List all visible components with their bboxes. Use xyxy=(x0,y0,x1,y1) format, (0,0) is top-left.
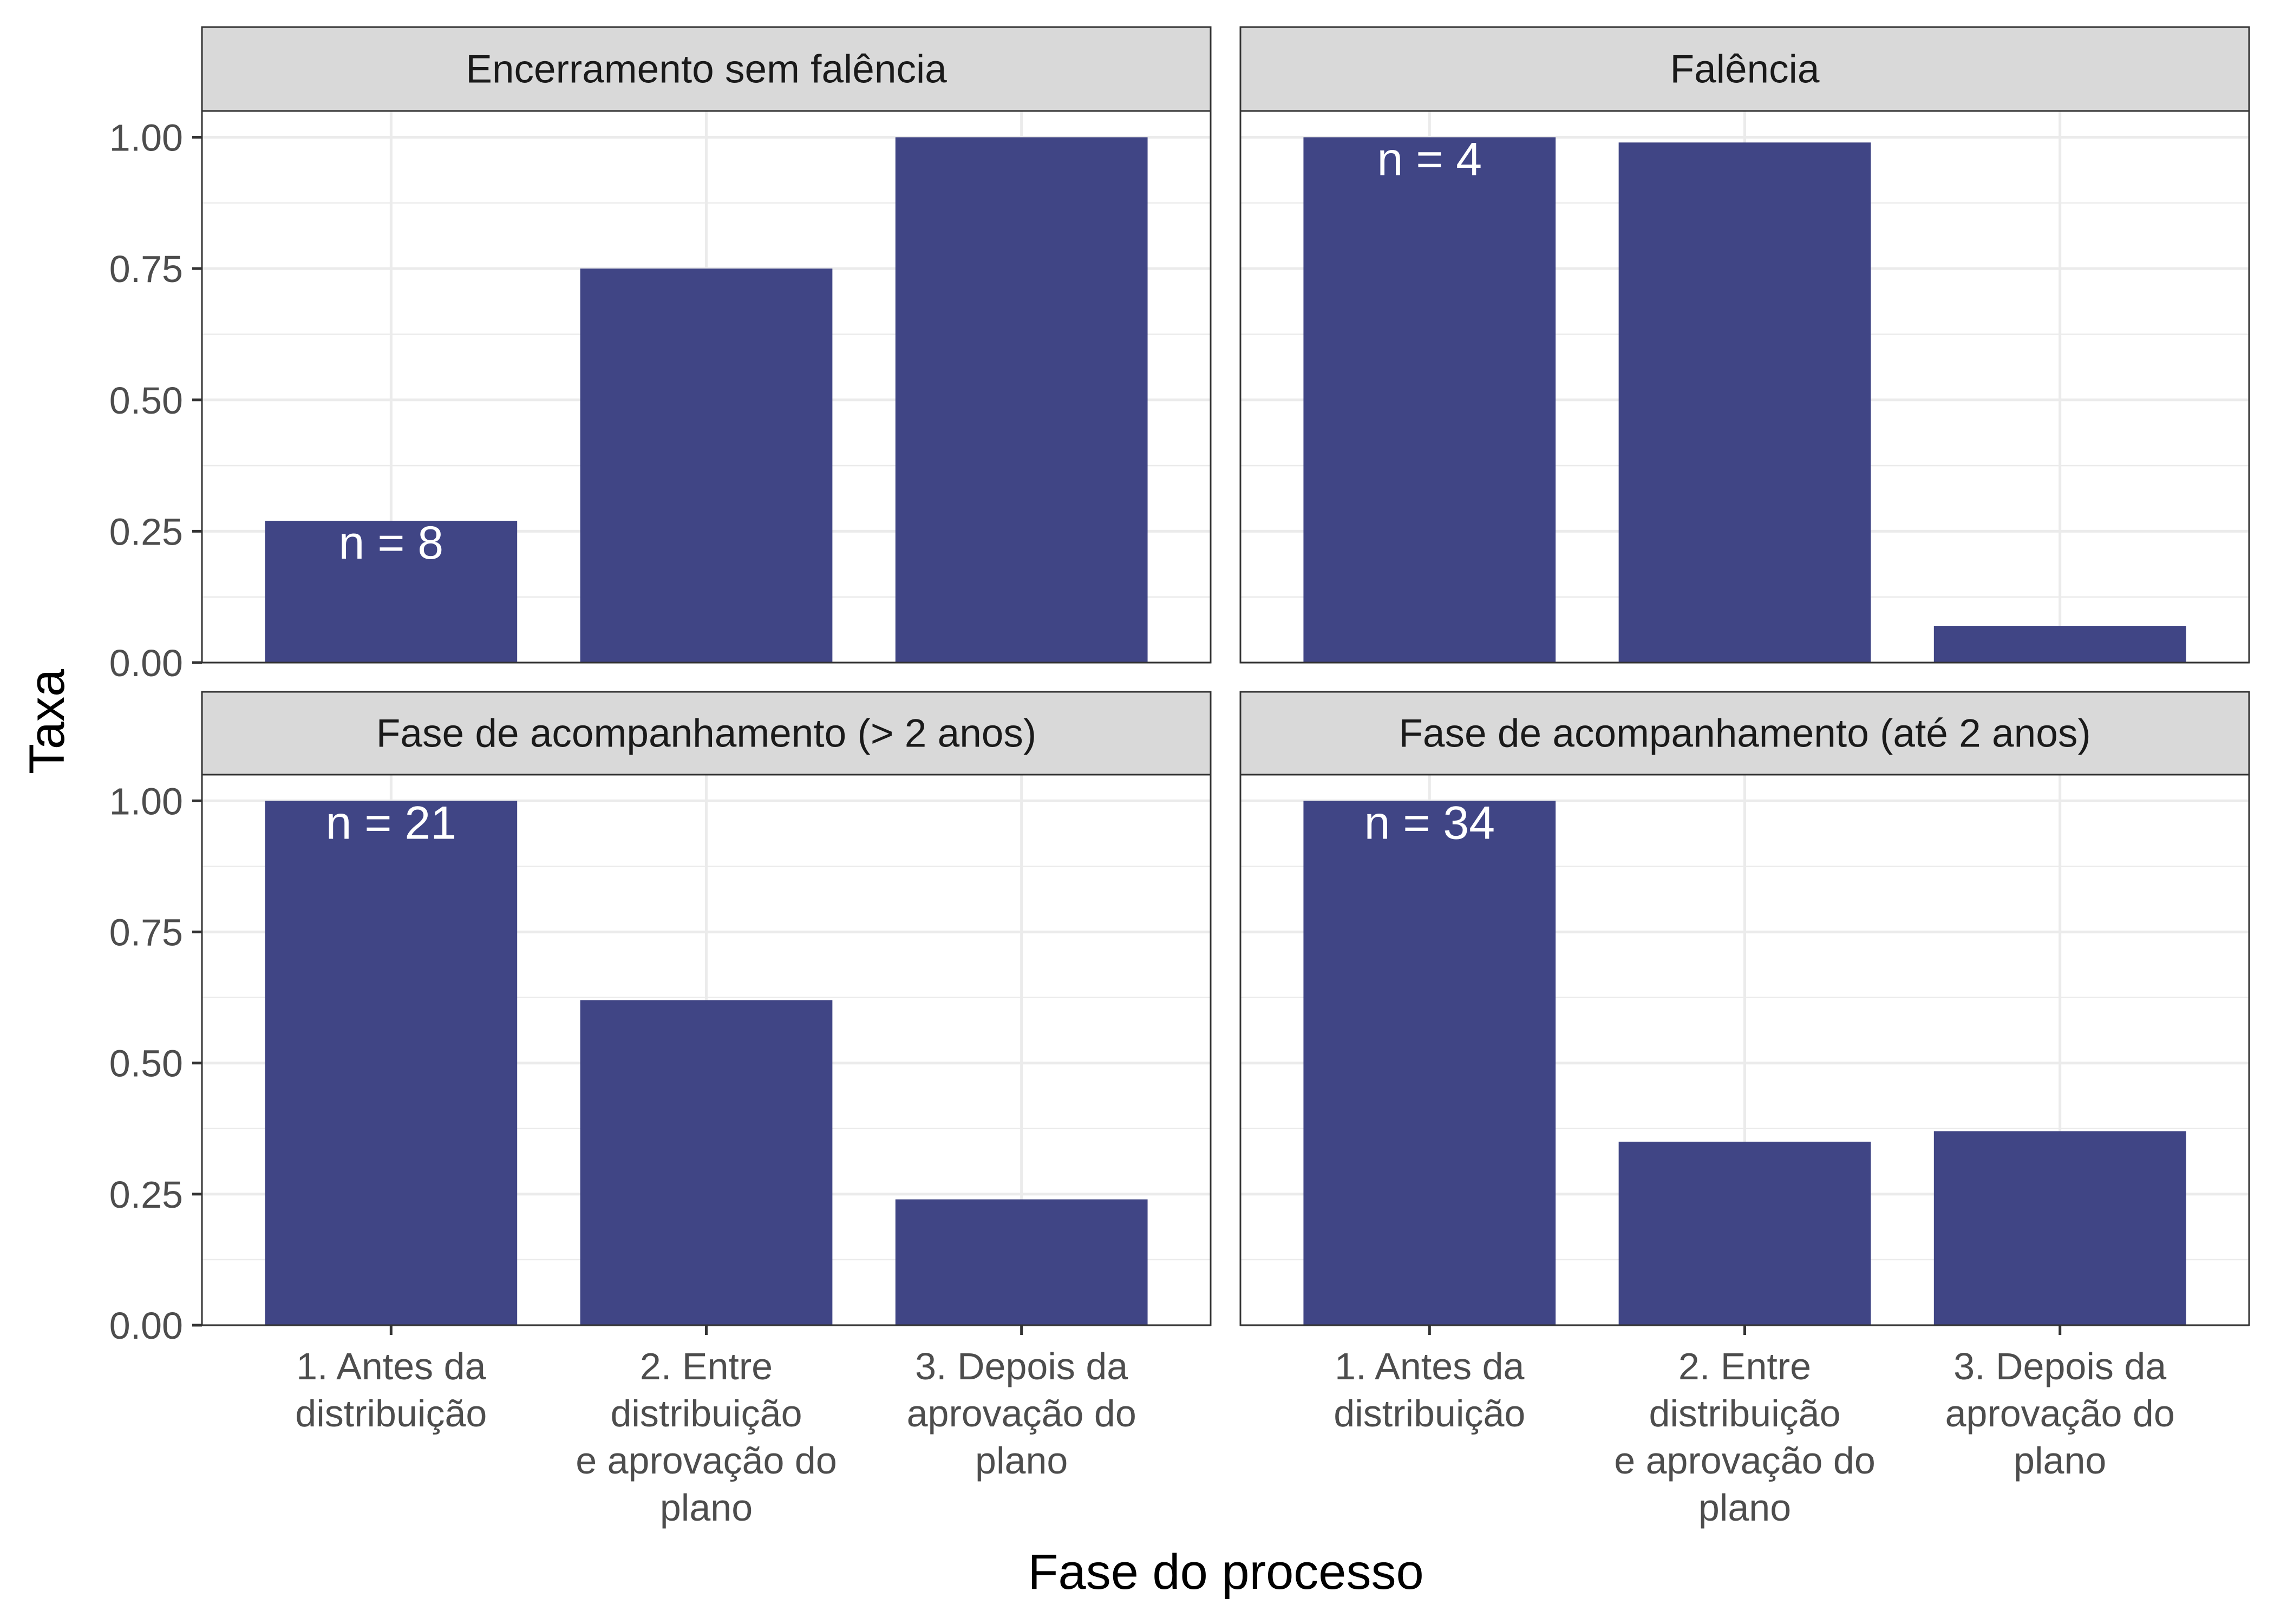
x-tick-label-line: e aprovação do xyxy=(576,1439,837,1482)
y-tick-label: 0.25 xyxy=(109,1174,183,1216)
bar xyxy=(265,801,518,1325)
x-tick-label: 2. Entre distribuição e aprovação do plano xyxy=(576,1345,837,1529)
bar xyxy=(1303,137,1556,663)
x-tick-label-line: aprovação do xyxy=(1945,1392,2175,1435)
bar xyxy=(580,1000,833,1325)
bar-count-label: n = 4 xyxy=(1377,134,1482,186)
x-tick-label-line: plano xyxy=(2014,1439,2106,1482)
facet-strip-title: Fase de acompanhamento (> 2 anos) xyxy=(376,712,1036,756)
bar xyxy=(895,1199,1148,1325)
x-tick-label-line: plano xyxy=(1698,1487,1791,1529)
facet-strip xyxy=(201,691,1212,776)
x-tick-label-line: plano xyxy=(660,1487,753,1529)
x-tick-label: 3. Depois da aprovação do plano xyxy=(1945,1345,2175,1482)
x-tick-label: 2. Entre distribuição e aprovação do plano xyxy=(1614,1345,1876,1529)
bar xyxy=(1933,626,2186,663)
x-tick-label-line: 1. Antes da xyxy=(1335,1345,1524,1387)
bar xyxy=(1618,1142,1871,1325)
y-tick-label: 0.75 xyxy=(109,912,183,954)
x-tick-label-line: 2. Entre xyxy=(640,1345,773,1387)
x-tick-label: 1. Antes da distribuição xyxy=(295,1345,487,1435)
y-tick-label: 0.50 xyxy=(109,379,183,422)
facet-panel-4: n = 34 Fase de acompanhamento (até 2 anos… xyxy=(1239,691,2250,1529)
facet-panel-3: n = 21 Fase de acompanhamento (> 2 anos) 0… xyxy=(109,691,1212,1529)
x-axis-title: Fase do processo xyxy=(1028,1544,1423,1600)
y-tick-label: 0.25 xyxy=(109,510,183,553)
bar xyxy=(1303,801,1556,1325)
x-tick-label-line: distribuição xyxy=(1649,1392,1840,1435)
bar xyxy=(265,520,518,663)
bar-count-label: n = 8 xyxy=(338,517,443,569)
x-tick-label-line: plano xyxy=(975,1439,1068,1482)
facet-panel-2: n = 4 Falência xyxy=(1239,26,2250,664)
facet-strip xyxy=(201,26,1212,112)
facet-strip-title: Encerramento sem falência xyxy=(466,48,947,91)
y-tick-label: 1.00 xyxy=(109,117,183,159)
bar xyxy=(580,269,833,663)
x-tick-label-line: 2. Entre xyxy=(1678,1345,1811,1387)
bar xyxy=(1933,1131,2186,1325)
y-tick-label: 1.00 xyxy=(109,780,183,822)
x-tick-label-line: 3. Depois da xyxy=(915,1345,1128,1387)
x-tick-label-line: distribuição xyxy=(1334,1392,1525,1435)
x-tick-label-line: aprovação do xyxy=(907,1392,1136,1435)
y-tick-label: 0.50 xyxy=(109,1043,183,1085)
x-tick-label-line: 3. Depois da xyxy=(1953,1345,2166,1387)
bar-count-label: n = 34 xyxy=(1364,797,1495,849)
y-tick-label: 0.75 xyxy=(109,248,183,290)
x-tick-label-line: distribuição xyxy=(295,1392,487,1435)
bar xyxy=(1618,142,1871,663)
facet-strip xyxy=(1239,26,2250,112)
facet-strip-title: Falência xyxy=(1670,48,1820,91)
y-tick-label: 0.00 xyxy=(109,1305,183,1347)
x-tick-label-line: e aprovação do xyxy=(1614,1439,1876,1482)
facet-panel-1: n = 8 Encerramento sem falência 0.00 0.25 0.… xyxy=(109,26,1212,684)
x-tick-label: 3. Depois da aprovação do plano xyxy=(907,1345,1136,1482)
x-tick-label-line: 1. Antes da xyxy=(296,1345,486,1387)
facet-strip xyxy=(1239,691,2250,776)
y-axis-title: Taxa xyxy=(19,669,75,774)
bar-count-label: n = 21 xyxy=(326,797,457,849)
facet-strip-title: Fase de acompanhamento (até 2 anos) xyxy=(1399,712,2090,756)
x-tick-label-line: distribuição xyxy=(610,1392,802,1435)
x-tick-label: 1. Antes da distribuição xyxy=(1334,1345,1525,1435)
y-tick-label: 0.00 xyxy=(109,642,183,684)
bar xyxy=(895,137,1148,663)
